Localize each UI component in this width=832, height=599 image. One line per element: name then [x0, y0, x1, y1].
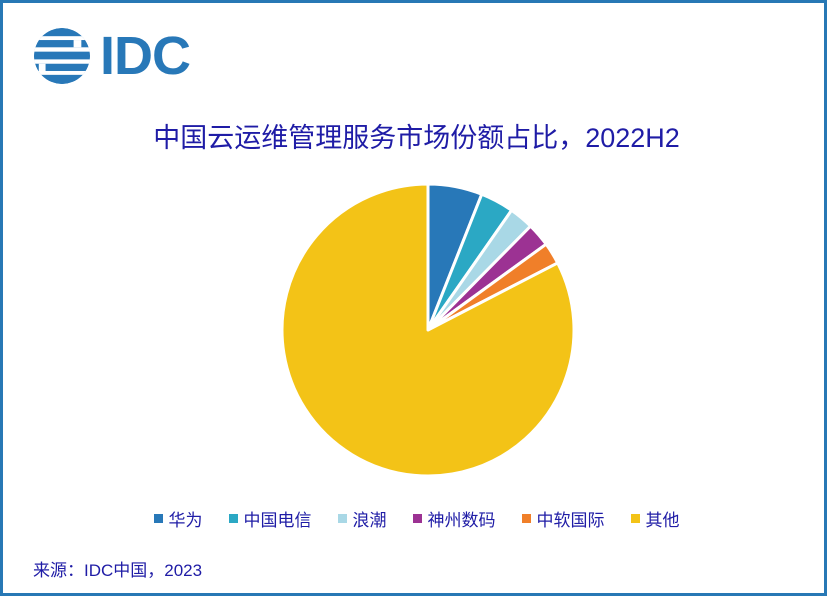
legend-item: 浪潮 [337, 506, 387, 531]
idc-logo-text: IDC [100, 26, 191, 86]
legend-item: 中国电信 [228, 506, 312, 531]
idc-logo: IDC [33, 26, 191, 86]
legend-swatch [521, 514, 531, 523]
legend: 华为 中国电信 浪潮 神州数码 中软国际 其他 [3, 506, 830, 531]
legend-label: 其他 [645, 511, 680, 530]
legend-item: 中软国际 [521, 506, 605, 531]
legend-label: 中国电信 [243, 511, 312, 530]
legend-item: 华为 [153, 506, 203, 531]
pie-chart-svg [280, 182, 576, 478]
legend-swatch [337, 514, 347, 523]
legend-label: 神州数码 [427, 511, 496, 530]
legend-label: 浪潮 [352, 511, 387, 530]
legend-swatch [228, 514, 238, 523]
legend-item: 其他 [630, 506, 680, 531]
idc-globe-icon [33, 27, 91, 85]
chart-title: 中国云运维管理服务市场份额占比，2022H2 [153, 123, 680, 153]
pie-chart [258, 160, 598, 500]
legend-item: 神州数码 [412, 506, 496, 531]
legend-swatch [412, 514, 422, 523]
legend-label: 中软国际 [536, 511, 605, 530]
legend-label: 华为 [168, 511, 203, 530]
legend-swatch [153, 514, 163, 523]
pie-slice-其他 [280, 182, 576, 478]
source-note: 来源：IDC中国，2023 [33, 561, 203, 580]
legend-swatch [630, 514, 640, 523]
